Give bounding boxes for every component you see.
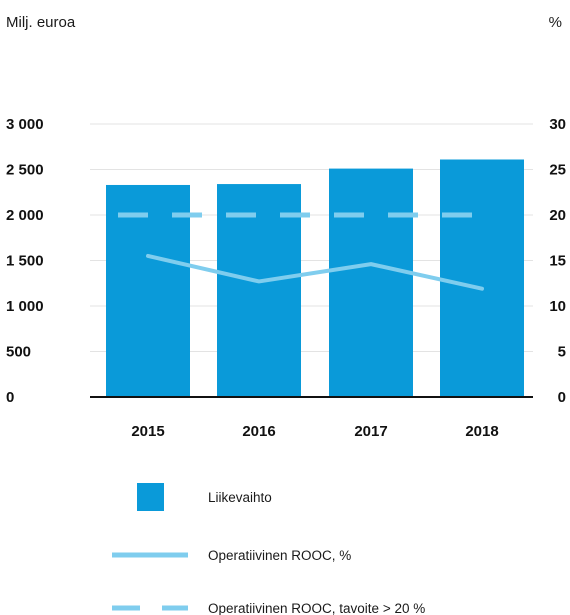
legend-label-bar: Liikevaihto [208,490,272,505]
legend-swatch-bar [137,483,164,511]
bar [106,184,190,397]
bar [329,168,413,397]
left-tick-label: 1 500 [6,253,44,270]
bar [440,159,524,397]
right-tick-label: 30 [549,116,566,133]
right-tick-label: 10 [549,298,566,315]
left-axis-unit: Milj. euroa [6,14,76,31]
right-tick-label: 25 [549,162,566,179]
rooc-line [146,253,484,291]
legend-label-dashed: Operatiivinen ROOC, tavoite > 20 % [208,601,425,615]
left-tick-label: 2 500 [6,162,44,179]
left-tick-label: 0 [6,389,14,406]
left-tick-label: 1 000 [6,298,44,315]
x-tick-label: 2016 [242,423,275,440]
x-tick-label: 2017 [354,423,387,440]
left-tick-label: 3 000 [6,116,44,133]
left-tick-label: 2 000 [6,207,44,224]
bar [217,184,301,397]
x-tick-label: 2015 [131,423,164,440]
x-tick-label: 2018 [465,423,498,440]
right-tick-label: 15 [549,253,566,270]
right-tick-label: 20 [549,207,566,224]
right-axis-unit: % [548,14,562,31]
right-tick-label: 5 [558,344,566,361]
left-tick-label: 500 [6,344,31,361]
legend-label-line: Operatiivinen ROOC, % [208,548,351,563]
right-tick-label: 0 [558,389,566,406]
